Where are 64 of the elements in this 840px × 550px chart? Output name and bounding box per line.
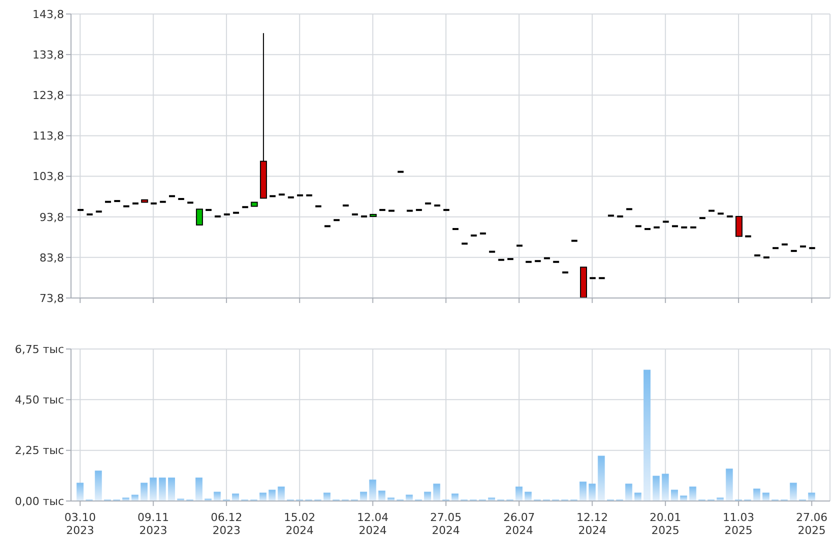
y-tick-label: 103,8 [32, 170, 64, 184]
bar [524, 492, 532, 501]
y-tick-label: 4,50 тыс [14, 394, 64, 407]
x-tick-label: 03.10 2023 [64, 511, 96, 537]
y-tick-label: 73,8 [40, 292, 64, 305]
bar [195, 478, 202, 501]
bar [232, 494, 240, 501]
bar [580, 482, 587, 501]
y-tick-label: 2,25 тыс [14, 444, 64, 458]
bar [680, 496, 688, 501]
bar [259, 492, 266, 501]
bar [670, 490, 678, 501]
bar [94, 470, 102, 501]
x-tick-label: 27.05 2024 [430, 511, 462, 537]
bar [323, 492, 330, 501]
y-tick-label: 83,8 [40, 251, 64, 264]
bar [131, 494, 138, 501]
bar [753, 488, 760, 501]
bar [634, 492, 642, 501]
y-tick-label: 6,75 тыс [14, 342, 64, 356]
x-tick-label: 27.06 2025 [796, 511, 828, 537]
candlestick [196, 208, 203, 226]
x-tick-label: 26.07 2024 [503, 511, 535, 537]
bar [652, 476, 660, 501]
bar [268, 490, 276, 501]
bar [424, 492, 432, 501]
bar [406, 494, 413, 501]
bar [378, 490, 386, 501]
bar [588, 484, 596, 501]
bar [278, 486, 285, 501]
bar [598, 456, 605, 501]
bar [452, 494, 458, 501]
bar [689, 486, 696, 501]
bar [516, 486, 523, 501]
bar [369, 480, 376, 501]
bar [644, 370, 651, 501]
y-tick-label: 143,8 [32, 8, 64, 21]
bar [76, 482, 84, 501]
bar [168, 478, 176, 501]
x-tick-label: 12.12 2024 [576, 511, 608, 537]
bar [808, 492, 816, 501]
bar [433, 484, 440, 501]
bar [726, 468, 733, 501]
bar [140, 482, 148, 501]
bar [150, 478, 157, 501]
candlestick [735, 216, 742, 237]
y-tick-label: 113,8 [32, 130, 64, 143]
bar [662, 474, 669, 501]
bar [214, 492, 221, 501]
x-tick-label: 09.11 2023 [138, 511, 170, 537]
bar [625, 484, 632, 501]
bar [790, 482, 797, 501]
y-tick-label: 133,8 [32, 48, 64, 62]
bar [158, 478, 166, 501]
bar [762, 492, 770, 501]
y-tick-label: 93,8 [40, 210, 64, 224]
y-tick-label: 123,8 [32, 89, 64, 102]
x-tick-label: 15.02 2024 [284, 511, 316, 537]
bar [360, 492, 368, 501]
x-tick-label: 11.03 2025 [722, 511, 754, 537]
x-tick-label: 20.01 2025 [650, 511, 682, 537]
x-tick-label: 06.12 2023 [210, 511, 242, 537]
x-tick-label: 12.04 2024 [357, 511, 389, 537]
y-tick-label: 0,00 тыс [14, 494, 64, 508]
